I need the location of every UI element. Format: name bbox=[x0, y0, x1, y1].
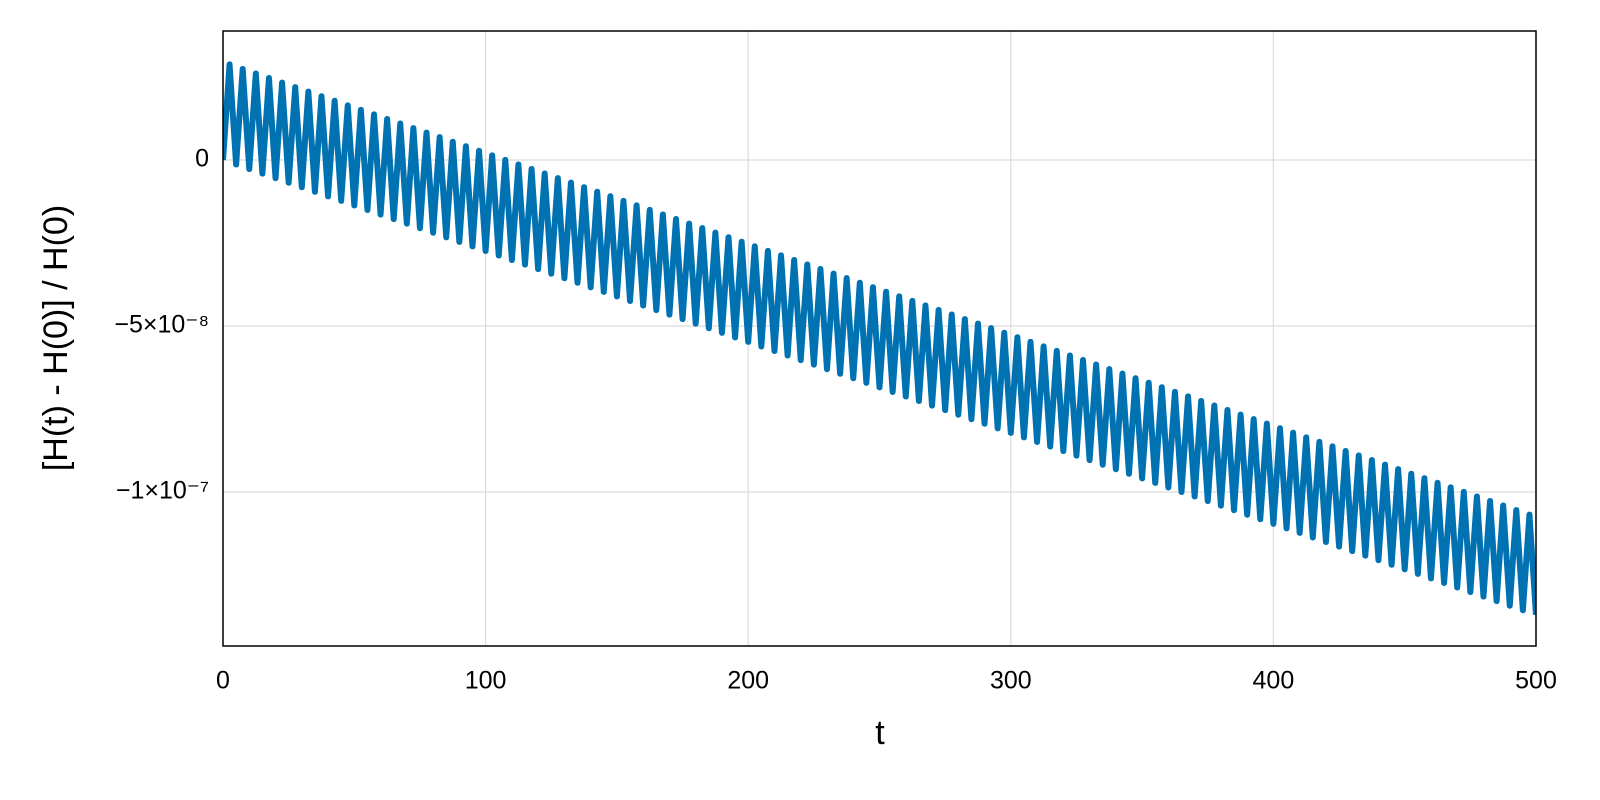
y-tick-label: −1×10⁻⁷ bbox=[116, 477, 209, 505]
data-line bbox=[223, 61, 1536, 615]
plot-frame bbox=[222, 30, 1537, 647]
x-tick-label: 500 bbox=[1515, 667, 1557, 695]
x-tick-label: 300 bbox=[990, 667, 1032, 695]
x-tick-label: 200 bbox=[727, 667, 769, 695]
x-tick-label: 100 bbox=[465, 667, 507, 695]
y-tick-label: −5×10⁻⁸ bbox=[114, 311, 209, 339]
x-axis-label: t bbox=[875, 714, 885, 752]
y-tick-label: 0 bbox=[195, 145, 209, 173]
y-axis-label: [H(t) - H(0)] / H(0) bbox=[37, 205, 75, 471]
x-tick-label: 400 bbox=[1253, 667, 1295, 695]
x-tick-label: 0 bbox=[216, 667, 230, 695]
